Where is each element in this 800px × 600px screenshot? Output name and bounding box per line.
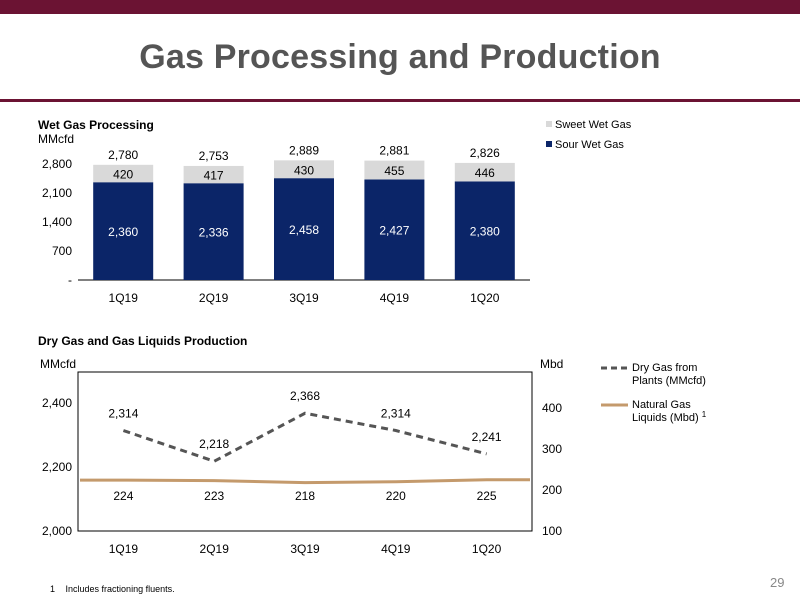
chart1-bar-sour [183,183,244,280]
chart2-legend-drygas-label: Dry Gas from Plants (MMcfd) [632,362,706,387]
chart1-total-label: 2,826 [470,146,500,160]
chart2-ngl-label: 218 [295,489,315,503]
chart2-drygas-label: 2,314 [381,407,411,421]
chart1-sweet-label: 455 [384,164,404,178]
chart1-bar-sweet [93,164,154,183]
chart1-bar-sweet [454,162,515,182]
chart2-right-unit: Mbd [540,357,563,371]
chart2-drygas-label: 2,368 [290,389,320,403]
chart1-total-label: 2,889 [289,143,319,157]
chart1-sweet-label: 420 [113,168,133,182]
chart1-sweet-label: 446 [475,166,495,180]
chart2-plot-frame [77,371,533,532]
chart2-drygas-label: 2,241 [472,430,502,444]
chart1-bar-sour [274,178,334,280]
chart2-legend-ngl-label: Natural Gas Liquids (Mbd) 1 [632,399,707,424]
chart2-ngl-label: 224 [113,489,133,503]
chart2-ngl-label: 220 [386,489,406,503]
footnote-marker: 1 [50,584,56,594]
chart2-drygas-label: 2,314 [108,407,138,421]
chart2-left-tick: 2,400 [42,396,72,410]
chart1-sour-label: 2,336 [199,226,229,240]
chart1-total-label: 2,753 [199,149,229,163]
chart1-legend-swatch [546,121,552,127]
chart2-right-tick: 200 [542,483,562,497]
chart1-sweet-label: 430 [294,163,314,177]
chart1-sweet-label: 417 [204,169,224,183]
chart2-right-tick: 300 [542,442,562,456]
chart1-x-tick: 3Q19 [289,291,319,305]
chart1-x-tick: 1Q19 [109,291,139,305]
chart2-x-tick: 3Q19 [290,542,320,556]
page-title: Gas Processing and Production [139,38,661,76]
chart2-left-unit: MMcfd [40,357,76,371]
top-accent-bar [0,0,800,14]
chart1-bar-sweet [183,165,244,184]
chart2-drygas-label: 2,218 [199,437,229,451]
chart1-y-unit: MMcfd [38,132,74,146]
title-divider [0,99,800,102]
chart2-ngl-label: 225 [477,489,497,503]
chart2-right-tick: 100 [542,524,562,538]
chart1-bar-sour [93,182,154,280]
chart1-sour-label: 2,458 [289,223,319,237]
chart1-legend-swatch [546,141,552,147]
footnote: 1 Includes fractioning fluents. [50,584,175,594]
chart1-x-tick: 2Q19 [199,291,229,305]
chart1-title: Wet Gas Processing [38,118,154,132]
chart2-left-tick: 2,200 [42,460,72,474]
wet-gas-processing-chart: Wet Gas Processing MMcfd - 700 1,400 2,100 2… [38,118,632,305]
chart1-total-label: 2,881 [379,144,409,158]
chart1-y-tick: 2,100 [42,186,72,200]
chart1-y-tick: 1,400 [42,215,72,229]
chart2-x-tick: 2Q19 [200,542,230,556]
chart1-sour-label: 2,380 [470,225,500,239]
chart2-ngl-label: 223 [204,489,224,503]
chart2-series-drygas-line [122,411,487,463]
chart2-series-ngl-line [80,478,530,485]
footnote-text: Includes fractioning fluents. [65,584,175,594]
chart1-y-tick: 700 [52,244,72,258]
chart1-x-tick: 1Q20 [470,291,500,305]
chart1-legend-label: Sour Wet Gas [555,139,624,151]
chart1-x-tick: 4Q19 [380,291,410,305]
chart1-bar-sour [454,181,515,280]
chart1-bar-sour [364,179,425,280]
chart2-right-tick: 400 [542,401,562,415]
chart1-legend-label: Sweet Wet Gas [555,119,632,131]
chart1-sour-label: 2,360 [108,225,138,239]
chart2-x-tick: 4Q19 [381,542,411,556]
chart1-total-label: 2,780 [108,148,138,162]
chart2-x-tick: 1Q20 [472,542,502,556]
chart1-y-tick: 2,800 [42,157,72,171]
chart2-title: Dry Gas and Gas Liquids Production [38,334,247,348]
page-number: 29 [770,575,785,590]
chart1-bar-sweet [274,160,334,179]
chart2-left-tick: 2,000 [42,524,72,538]
chart2-x-tick: 1Q19 [109,542,139,556]
chart1-y-tick: - [68,273,72,287]
chart1-bar-sweet [364,160,425,180]
chart1-sour-label: 2,427 [379,224,409,238]
